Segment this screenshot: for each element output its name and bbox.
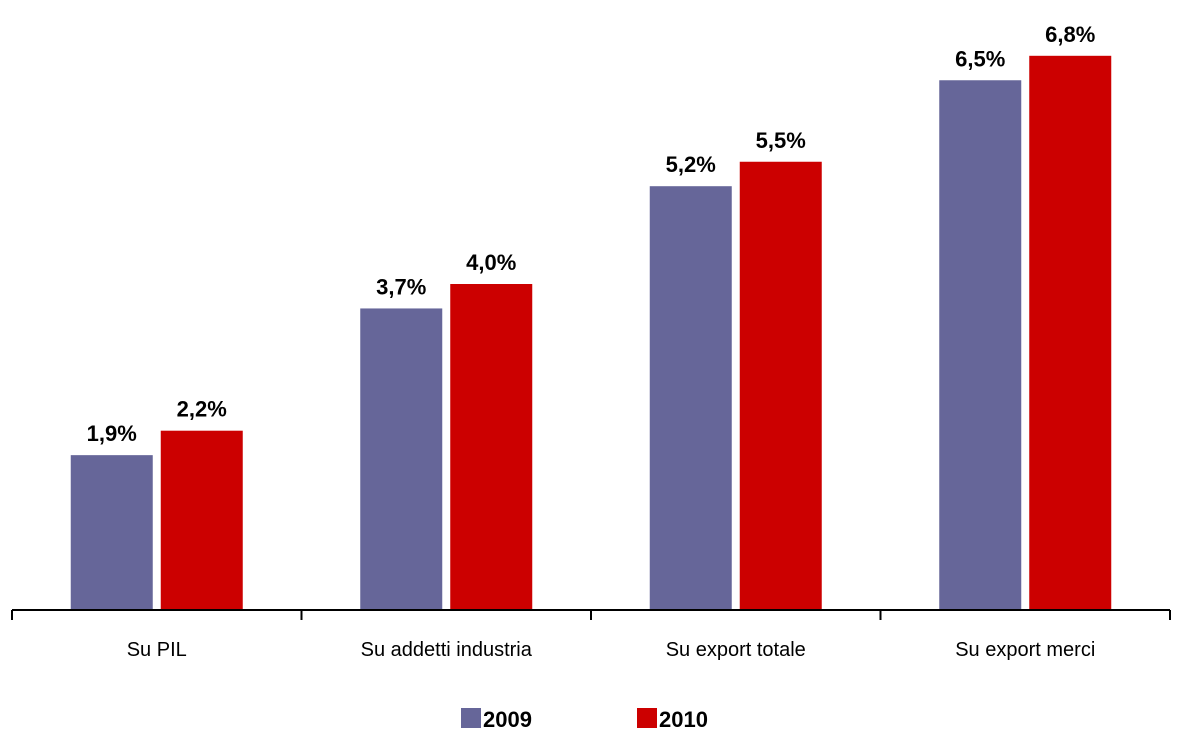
- data-label-2009-3: 6,5%: [955, 46, 1005, 71]
- tick-label-0: Su PIL: [127, 639, 187, 661]
- legend-swatch-2009: [461, 708, 481, 728]
- legend: 2009 2010: [461, 707, 708, 729]
- legend-label-2010: 2010: [659, 707, 708, 729]
- data-label-2009-2: 5,2%: [666, 152, 716, 177]
- data-label-2010-2: 5,5%: [756, 128, 806, 153]
- tick-label-2: Su export totale: [666, 639, 806, 661]
- bar-2010-1: [450, 284, 533, 610]
- legend-label-2009: 2009: [483, 707, 532, 729]
- bar-2009-1: [360, 308, 443, 610]
- bar-2009-3: [939, 80, 1022, 610]
- tick-label-1: Su addetti industria: [361, 639, 533, 661]
- bar-2010-0: [160, 430, 243, 610]
- x-axis-ticks: [11, 610, 1171, 620]
- data-label-2010-0: 2,2%: [177, 397, 227, 422]
- bars-group: [70, 55, 1112, 611]
- bar-2010-3: [1029, 55, 1112, 611]
- data-label-2010-1: 4,0%: [466, 250, 516, 275]
- data-label-2010-3: 6,8%: [1045, 22, 1095, 47]
- data-labels-group: 1,9% 2,2% 3,7% 4,0% 5,2% 5,5% 6,5% 6,8%: [87, 22, 1096, 446]
- bar-2010-2: [739, 161, 822, 610]
- legend-swatch-2010: [637, 708, 657, 728]
- data-label-2009-0: 1,9%: [87, 421, 137, 446]
- data-label-2009-1: 3,7%: [376, 274, 426, 299]
- bar-2009-2: [649, 186, 732, 610]
- x-axis-tick-labels: Su PIL Su addetti industria Su export tota…: [127, 639, 1096, 661]
- tick-label-3: Su export merci: [955, 639, 1095, 661]
- bar-2009-0: [70, 455, 153, 610]
